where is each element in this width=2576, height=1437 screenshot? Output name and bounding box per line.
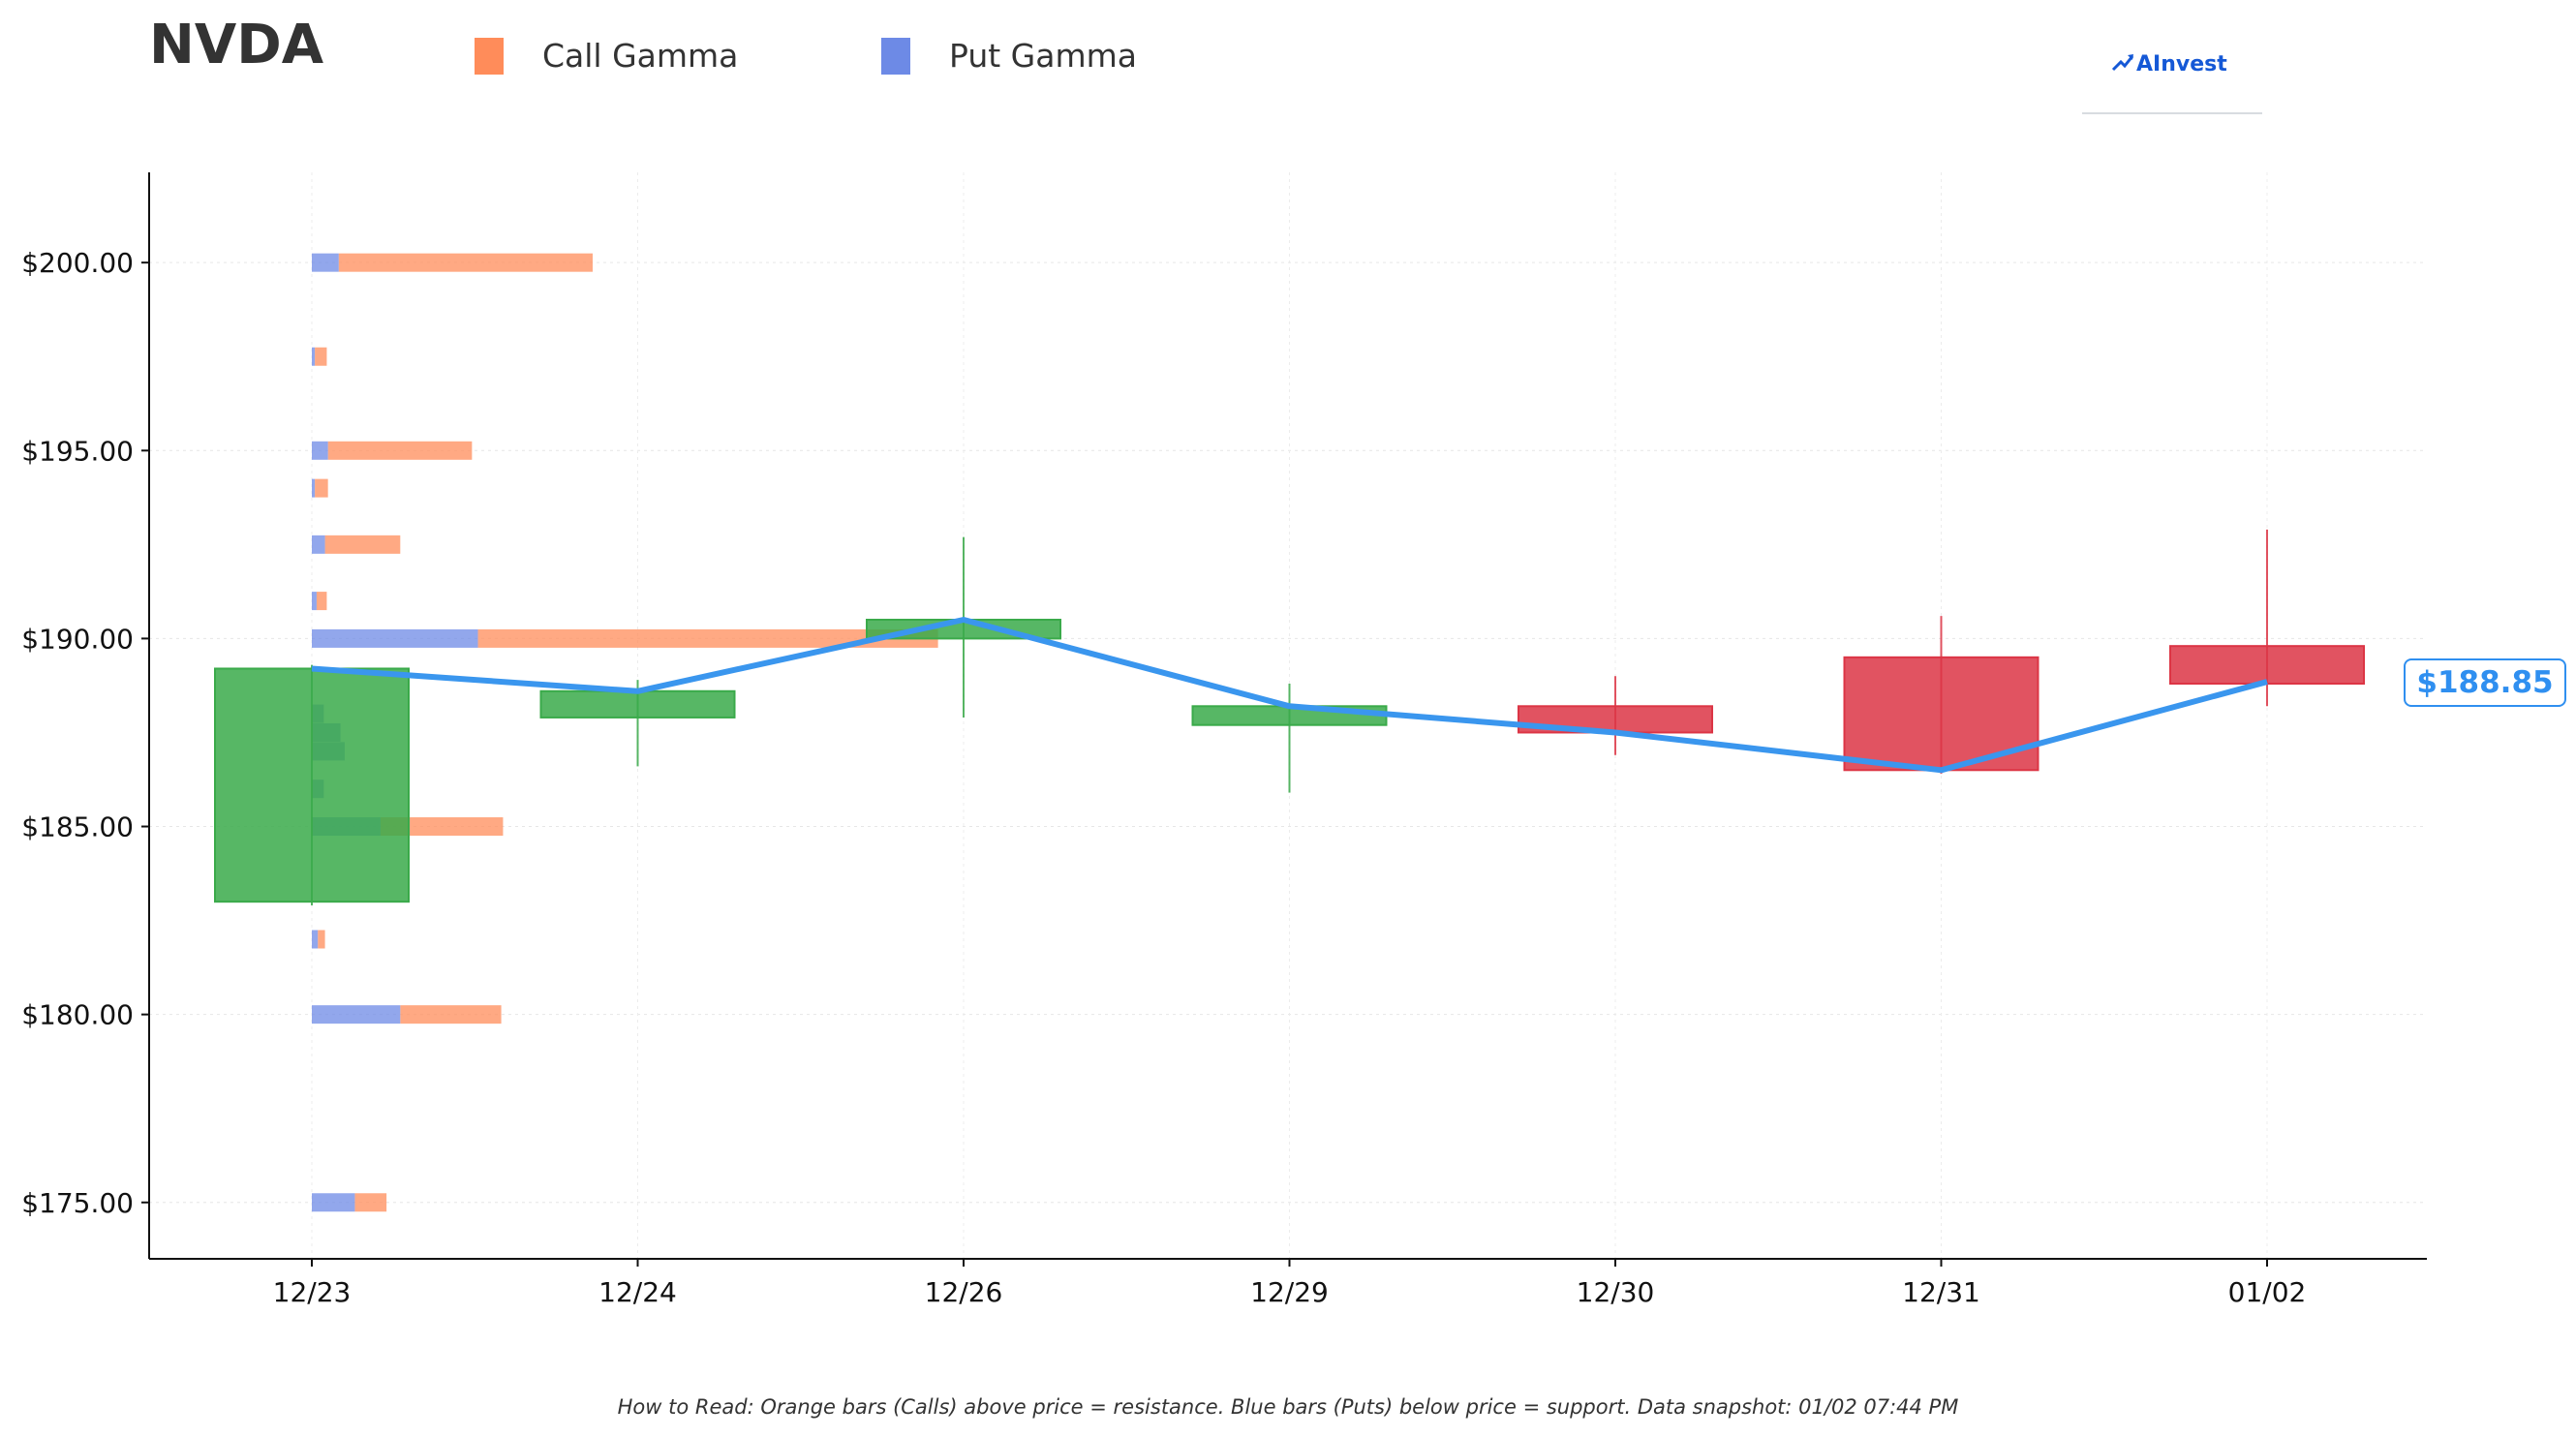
put-gamma-bar <box>312 253 339 272</box>
put-gamma-bar <box>312 592 317 611</box>
x-tick-label: 12/31 <box>1902 1276 1980 1308</box>
legend-item-call-gamma: Call Gamma <box>475 37 738 75</box>
y-tick-label: $190.00 <box>21 623 134 655</box>
put-gamma-bar <box>312 535 325 554</box>
brand-chart-icon <box>2111 54 2134 72</box>
put-gamma-swatch-icon <box>881 37 910 75</box>
x-tick-label: 01/02 <box>2228 1276 2307 1308</box>
how-to-read-footnote: How to Read: Orange bars (Calls) above p… <box>617 1395 1959 1419</box>
call-gamma-bar <box>338 253 593 272</box>
x-tick-label: 12/23 <box>273 1276 352 1308</box>
candle-body <box>539 689 736 718</box>
put-gamma-bar <box>312 478 316 498</box>
x-tick-label: 12/24 <box>598 1276 677 1308</box>
call-gamma-bar <box>318 930 325 949</box>
call-gamma-bar <box>354 1193 387 1212</box>
candle-body <box>214 667 410 903</box>
call-gamma-bar <box>315 478 328 498</box>
x-tick-label: 12/26 <box>925 1276 1003 1308</box>
ticker-title: NVDA <box>149 14 324 76</box>
put-gamma-bar <box>312 1193 355 1212</box>
legend-label-put-gamma: Put Gamma <box>949 37 1137 75</box>
call-gamma-bar <box>380 817 504 837</box>
y-tick-label: $175.00 <box>21 1187 134 1219</box>
close-price-line <box>311 617 2268 774</box>
y-tick-label: $195.00 <box>21 435 134 467</box>
put-gamma-bar <box>312 1005 401 1024</box>
x-tick-label: 12/30 <box>1577 1276 1655 1308</box>
put-gamma-bar <box>312 930 319 949</box>
put-gamma-bar <box>312 628 478 648</box>
call-gamma-bar <box>327 441 473 460</box>
legend-label-call-gamma: Call Gamma <box>542 37 739 75</box>
candle-body <box>2169 645 2365 685</box>
brand-logo: AInvest <box>2082 46 2262 114</box>
put-gamma-bar <box>312 441 328 460</box>
y-tick-label: $185.00 <box>21 811 134 843</box>
call-gamma-bar <box>400 1005 502 1024</box>
x-tick-label: 12/29 <box>1250 1276 1329 1308</box>
last-price-badge: $188.85 <box>2404 658 2566 707</box>
brand-name: AInvest <box>2136 52 2227 76</box>
y-tick-label: $180.00 <box>21 999 134 1031</box>
call-gamma-swatch-icon <box>475 37 504 75</box>
gamma-candlestick-chart: $175.00 $180.00 $185.00 $190.00 $195.00 $200.… <box>21 172 2427 1308</box>
call-gamma-bar <box>316 592 327 611</box>
legend-item-put-gamma: Put Gamma <box>881 37 1137 75</box>
put-gamma-bar <box>312 347 316 366</box>
call-gamma-bar <box>315 347 327 366</box>
call-gamma-bar <box>477 628 938 648</box>
call-gamma-bar <box>324 535 401 554</box>
y-tick-label: $200.00 <box>21 247 134 279</box>
